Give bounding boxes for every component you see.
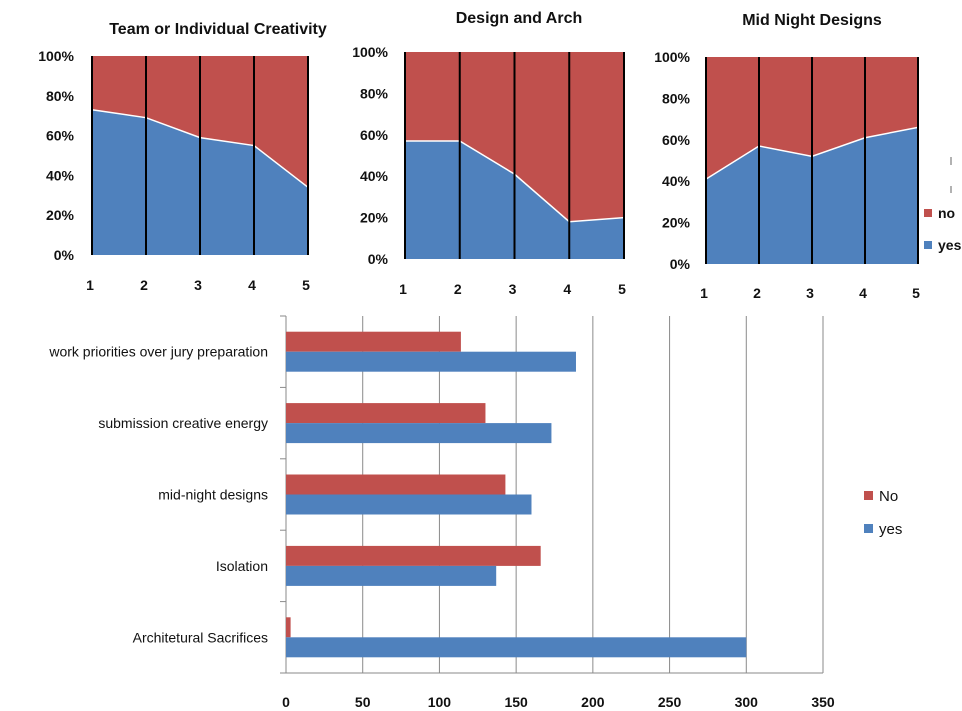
- bar-xtick-label: 0: [282, 694, 290, 710]
- c3-ytick-label: 60%: [662, 132, 691, 148]
- bar-yes-4: [286, 637, 747, 658]
- bar-yes-1: [286, 423, 552, 444]
- c3-ytick-label: 0%: [670, 256, 691, 272]
- bar-xtick-label: 200: [581, 694, 605, 710]
- c2-ytick-label: 0%: [368, 251, 389, 267]
- bar-category-label: Isolation: [216, 558, 268, 574]
- bar-xtick-label: 250: [658, 694, 682, 710]
- c2-xtick-label: 1: [399, 281, 407, 297]
- bar-yes-0: [286, 351, 576, 372]
- c1-ytick-label: 0%: [54, 247, 75, 263]
- bar-xtick-label: 150: [504, 694, 528, 710]
- bar-category-label: submission creative energy: [98, 415, 268, 431]
- c2-ytick-label: 80%: [360, 85, 389, 101]
- c2-ytick-label: 40%: [360, 168, 389, 184]
- c3-xtick-label: 5: [912, 285, 920, 301]
- c3-ytick-label: 20%: [662, 215, 691, 231]
- c2-xtick-label: 4: [563, 281, 571, 297]
- bar-xtick-label: 50: [355, 694, 371, 710]
- c3-legend-label-no: no: [938, 205, 955, 221]
- c3-ytick-label: 80%: [662, 90, 691, 106]
- bar-category-label: mid-night designs: [158, 487, 268, 503]
- c1-xtick-label: 5: [302, 277, 310, 293]
- bar-legend-label-yes: yes: [879, 521, 902, 538]
- c2-ytick-label: 20%: [360, 210, 389, 226]
- c3-legend-swatch-yes: [924, 241, 932, 249]
- c3-xtick-label: 4: [859, 285, 867, 301]
- c2-xtick-label: 5: [618, 281, 626, 297]
- c1-ytick-label: 60%: [46, 128, 75, 144]
- c2-xtick-label: 3: [509, 281, 517, 297]
- bar-legend-label-no: No: [879, 488, 898, 505]
- bar-category-label: Architetural Sacrifices: [133, 629, 268, 645]
- c1-xtick-label: 1: [86, 277, 94, 293]
- c3-ytick-label: 100%: [654, 49, 690, 65]
- c1-xtick-label: 4: [248, 277, 256, 293]
- bar-xtick-label: 300: [735, 694, 759, 710]
- c1-ytick-label: 40%: [46, 167, 75, 183]
- c1-xtick-label: 3: [194, 277, 202, 293]
- c3-legend-swatch-no: [924, 209, 932, 217]
- bar-no-4: [286, 617, 291, 638]
- c2-title: Design and Arch: [456, 10, 583, 27]
- c2-ytick-label: 100%: [352, 44, 388, 60]
- bar-no-1: [286, 403, 486, 424]
- c1-xtick-label: 2: [140, 277, 148, 293]
- c3-legend-label-yes: yes: [938, 237, 962, 253]
- c3-xtick-label: 3: [806, 285, 814, 301]
- bar-xtick-label: 350: [811, 694, 835, 710]
- bar-xtick-label: 100: [428, 694, 452, 710]
- c1-ytick-label: 80%: [46, 88, 75, 104]
- c1-ytick-label: 20%: [46, 207, 75, 223]
- c3-ytick-label: 40%: [662, 173, 691, 189]
- c3-xtick-label: 1: [700, 285, 708, 301]
- bar-legend-swatch-no: [864, 491, 873, 500]
- c3-title: Mid Night Designs: [742, 12, 882, 29]
- c2-xtick-label: 2: [454, 281, 462, 297]
- c1-ytick-label: 100%: [38, 48, 74, 64]
- c2-ytick-label: 60%: [360, 127, 389, 143]
- bar-yes-3: [286, 565, 497, 586]
- bar-no-3: [286, 545, 541, 566]
- bar-yes-2: [286, 494, 532, 515]
- c3-xtick-label: 2: [753, 285, 761, 301]
- bar-category-label: work priorities over jury preparation: [48, 344, 268, 360]
- bar-legend-swatch-yes: [864, 524, 873, 533]
- c1-title: Team or Individual Creativity: [109, 21, 327, 38]
- bar-no-2: [286, 474, 506, 495]
- bar-no-0: [286, 331, 461, 352]
